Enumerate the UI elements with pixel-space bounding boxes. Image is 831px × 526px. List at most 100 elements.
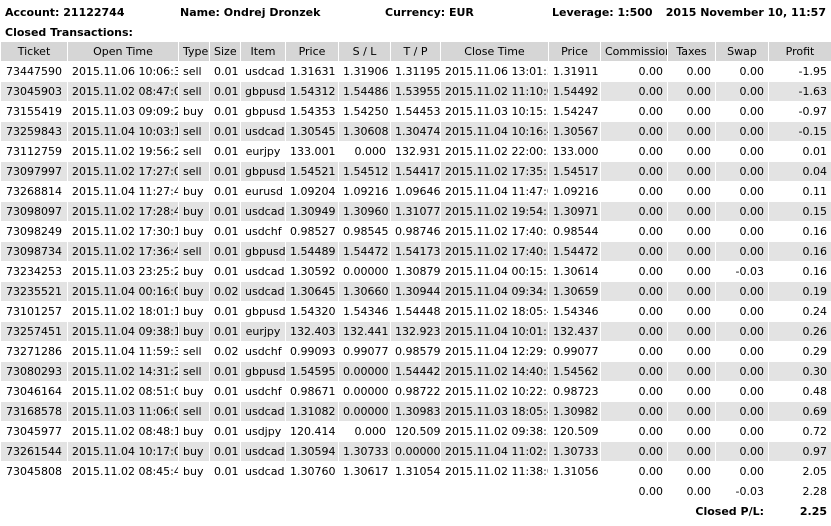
cell: 0.16 bbox=[768, 221, 831, 242]
cell: 0.00 bbox=[715, 361, 769, 382]
cell: 132.931 bbox=[390, 141, 441, 162]
cell: 1.31082 bbox=[285, 401, 339, 422]
cell: gbpusd bbox=[240, 301, 286, 322]
cell: 0.01 bbox=[209, 441, 241, 462]
closed-pl-value: 2.25 bbox=[768, 501, 831, 522]
total-profit: 2.28 bbox=[768, 481, 831, 502]
transaction-row: 73098097 2015.11.02 17:28:41 buy 0.01 usdcad… bbox=[0, 201, 831, 222]
cell: 2015.11.02 19:54:58 bbox=[440, 201, 549, 222]
cell: 0.01 bbox=[768, 141, 831, 162]
cell: 0.01 bbox=[209, 221, 241, 242]
cell: 0.98722 bbox=[390, 381, 441, 402]
cell: 1.54521 bbox=[285, 161, 339, 182]
cell: 0.00 bbox=[715, 281, 769, 302]
cell: usdchf bbox=[240, 221, 286, 242]
cell: 0.01 bbox=[209, 121, 241, 142]
cell: 73168578 bbox=[0, 401, 68, 422]
cell: buy bbox=[178, 381, 210, 402]
column-header: Profit bbox=[768, 41, 831, 62]
cell: 0.02 bbox=[209, 341, 241, 362]
cell: sell bbox=[178, 61, 210, 82]
cell: 1.30645 bbox=[285, 281, 339, 302]
leverage: Leverage: 1:500 bbox=[552, 6, 653, 19]
transaction-row: 73097997 2015.11.02 17:27:05 sell 0.01 gbpus… bbox=[0, 161, 831, 182]
cell: 0.00000 bbox=[338, 361, 391, 382]
cell: 0.00 bbox=[715, 321, 769, 342]
spacer bbox=[0, 481, 601, 502]
closed-pl-row: Closed P/L: 2.25 bbox=[0, 501, 831, 522]
cell: 2015.11.02 11:10:04 bbox=[440, 81, 549, 102]
cell: 2015.11.02 09:38:31 bbox=[440, 421, 549, 442]
cell: 0.01 bbox=[209, 181, 241, 202]
cell: 0.98545 bbox=[338, 221, 391, 242]
cell: gbpusd bbox=[240, 361, 286, 382]
cell: 1.31906 bbox=[338, 61, 391, 82]
cell: 0.01 bbox=[209, 361, 241, 382]
cell: 0.00 bbox=[715, 341, 769, 362]
cell: eurjpy bbox=[240, 321, 286, 342]
cell: 0.00 bbox=[715, 301, 769, 322]
cell: 1.30659 bbox=[548, 281, 601, 302]
cell: 0.00 bbox=[600, 241, 668, 262]
cell: 0.00 bbox=[600, 281, 668, 302]
cell: 1.30660 bbox=[338, 281, 391, 302]
cell: 2015.11.02 18:05:46 bbox=[440, 301, 549, 322]
cell: 1.54517 bbox=[548, 161, 601, 182]
transaction-row: 73259843 2015.11.04 10:03:11 sell 0.01 usdca… bbox=[0, 121, 831, 142]
cell: sell bbox=[178, 161, 210, 182]
cell: 1.54442 bbox=[390, 361, 441, 382]
cell: 1.31631 bbox=[285, 61, 339, 82]
cell: usdcad bbox=[240, 461, 286, 482]
cell: 0.01 bbox=[209, 401, 241, 422]
cell: 1.54562 bbox=[548, 361, 601, 382]
cell: 1.30545 bbox=[285, 121, 339, 142]
cell: buy bbox=[178, 261, 210, 282]
totals-row: 0.00 0.00 -0.03 2.28 bbox=[0, 481, 831, 502]
cell: 0.00 bbox=[667, 401, 716, 422]
cell: 0.00 bbox=[667, 201, 716, 222]
cell: 2015.11.02 17:27:05 bbox=[67, 161, 179, 182]
transaction-row: 73235521 2015.11.04 00:16:00 buy 0.02 usdcad… bbox=[0, 281, 831, 302]
column-header: Commission bbox=[600, 41, 668, 62]
cell: 120.414 bbox=[285, 421, 339, 442]
cell: 0.00 bbox=[667, 441, 716, 462]
cell: 1.31911 bbox=[548, 61, 601, 82]
transaction-row: 73101257 2015.11.02 18:01:19 buy 0.01 gbpusd… bbox=[0, 301, 831, 322]
cell: 73080293 bbox=[0, 361, 68, 382]
cell: 0.15 bbox=[768, 201, 831, 222]
cell: 73097997 bbox=[0, 161, 68, 182]
transaction-row: 73257451 2015.11.04 09:38:12 buy 0.01 eurjpy… bbox=[0, 321, 831, 342]
cell: 2015.11.03 18:05:44 bbox=[440, 401, 549, 422]
cell: 0.00 bbox=[667, 321, 716, 342]
cell: 0.98671 bbox=[285, 381, 339, 402]
cell: 1.30733 bbox=[548, 441, 601, 462]
cell: 1.30594 bbox=[285, 441, 339, 462]
cell: 1.54486 bbox=[338, 81, 391, 102]
cell: sell bbox=[178, 361, 210, 382]
cell: 1.54250 bbox=[338, 101, 391, 122]
cell: 0.00000 bbox=[390, 441, 441, 462]
cell: 1.30960 bbox=[338, 201, 391, 222]
cell: 73447590 bbox=[0, 61, 68, 82]
cell: gbpusd bbox=[240, 241, 286, 262]
cell: 0.00 bbox=[715, 141, 769, 162]
cell: 2015.11.02 08:45:46 bbox=[67, 461, 179, 482]
cell: 0.99077 bbox=[548, 341, 601, 362]
cell: 0.04 bbox=[768, 161, 831, 182]
cell: 2015.11.02 08:48:17 bbox=[67, 421, 179, 442]
cell: 0.00 bbox=[667, 261, 716, 282]
cell: 73101257 bbox=[0, 301, 68, 322]
cell: usdcad bbox=[240, 441, 286, 462]
transaction-row: 73271286 2015.11.04 11:59:38 sell 0.02 usdch… bbox=[0, 341, 831, 362]
cell: buy bbox=[178, 201, 210, 222]
cell: 2015.11.04 09:38:12 bbox=[67, 321, 179, 342]
cell: -0.15 bbox=[768, 121, 831, 142]
cell: usdcad bbox=[240, 121, 286, 142]
cell: 0.00 bbox=[600, 101, 668, 122]
cell: 120.509 bbox=[390, 421, 441, 442]
cell: buy bbox=[178, 221, 210, 242]
cell: 0.00000 bbox=[338, 401, 391, 422]
cell: 0.00 bbox=[600, 381, 668, 402]
column-header: Close Time bbox=[440, 41, 549, 62]
